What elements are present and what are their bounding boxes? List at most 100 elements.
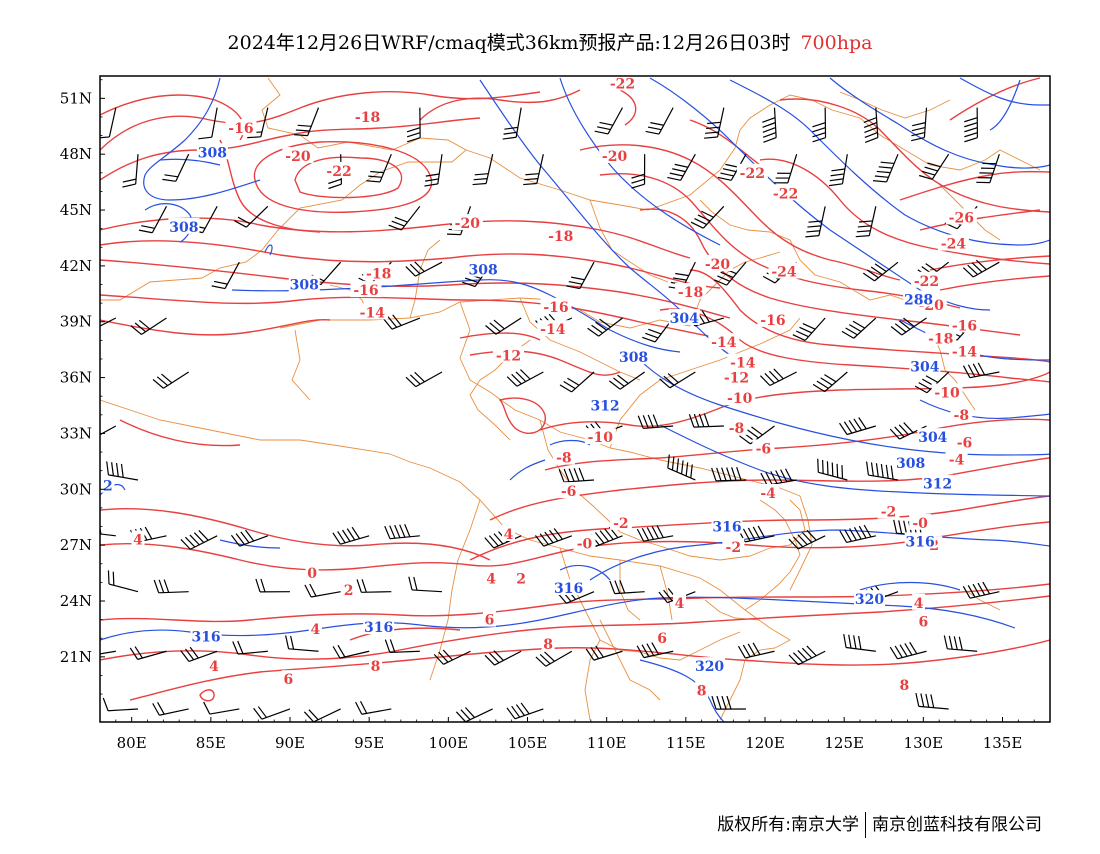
wind-barb xyxy=(760,369,796,386)
wind-barb xyxy=(108,570,138,591)
wind-barb xyxy=(409,577,442,592)
contour-label: -22 xyxy=(914,274,939,290)
wind-barb xyxy=(181,530,217,549)
wind-barb xyxy=(507,703,543,719)
contour-label: -22 xyxy=(740,166,765,182)
contour-label: -22 xyxy=(610,76,635,92)
contour-label: -6 xyxy=(957,436,973,452)
contour-label: -10 xyxy=(727,391,753,407)
wind-barb xyxy=(813,372,847,392)
contour-label: -20 xyxy=(285,149,311,165)
contour-label: 4 xyxy=(486,572,496,588)
contour-label: -18 xyxy=(366,266,391,282)
wind-barb xyxy=(738,643,774,658)
wind-barb xyxy=(805,206,825,237)
contour-label: 320 xyxy=(695,659,724,675)
wind-barb xyxy=(356,701,392,714)
contour-label: 304 xyxy=(918,430,947,446)
wind-barb xyxy=(406,372,442,387)
contour-label: 6 xyxy=(918,614,928,630)
wind-barb xyxy=(916,693,949,709)
contour-label: -20 xyxy=(602,149,628,165)
wind-barb xyxy=(122,154,138,187)
wind-barb xyxy=(646,108,674,134)
wind-barb xyxy=(154,580,188,593)
contour-label: 8 xyxy=(371,659,381,675)
contour-label: 316 xyxy=(554,581,583,597)
wind-barb xyxy=(486,318,522,334)
contour-label: -0 xyxy=(577,536,593,552)
contour-label: -0 xyxy=(912,516,928,532)
contour-label: 6 xyxy=(485,613,495,629)
wind-barb xyxy=(632,154,645,188)
wind-barb xyxy=(873,154,898,182)
contour-label: -24 xyxy=(771,264,797,280)
wind-barb xyxy=(559,468,594,482)
contour-label: 308 xyxy=(198,145,227,161)
contour-label: -22 xyxy=(773,186,798,202)
wind-barb xyxy=(842,318,876,338)
contour-label: -12 xyxy=(724,371,749,387)
contour-label: -22 xyxy=(326,164,351,180)
contour-label: -10 xyxy=(934,385,960,401)
contour-label: -2 xyxy=(613,516,629,532)
lat-tick-label: 48N xyxy=(60,145,92,163)
contour-label: 316 xyxy=(712,520,741,536)
lon-tick-label: 80E xyxy=(117,734,147,752)
map-frame xyxy=(100,76,1050,722)
wind-barb xyxy=(774,154,796,183)
wind-barb xyxy=(812,108,825,142)
contour-label: 320 xyxy=(855,592,884,608)
wind-barb xyxy=(919,154,949,179)
contour-label: -24 xyxy=(941,237,967,253)
contour-label: 312 xyxy=(590,399,619,415)
contour-label: -16 xyxy=(543,300,568,316)
lat-tick-label: 42N xyxy=(60,257,92,275)
contour-label: -12 xyxy=(496,348,521,364)
wind-barb xyxy=(864,108,878,143)
wind-barb xyxy=(689,414,723,427)
lon-tick-label: 105E xyxy=(508,734,548,752)
contour-label: -4 xyxy=(949,453,965,469)
wind-barb xyxy=(890,642,926,659)
contour-label: 304 xyxy=(910,359,939,375)
wind-barb xyxy=(963,363,999,378)
wind-barb xyxy=(536,651,572,666)
contour-label: 2 xyxy=(103,479,113,495)
lat-tick-label: 45N xyxy=(60,201,92,219)
lon-tick-label: 90E xyxy=(275,734,305,752)
contour-label: 308 xyxy=(896,456,925,472)
lon-tick-label: 95E xyxy=(354,734,384,752)
contour-label: -16 xyxy=(952,318,977,334)
contour-label: 4 xyxy=(133,533,143,549)
wind-barb xyxy=(304,709,340,722)
contour-label: 0 xyxy=(307,566,317,582)
wind-barb xyxy=(840,525,876,542)
wind-barb xyxy=(153,702,189,715)
wind-barb xyxy=(963,260,999,277)
wind-barb xyxy=(844,634,876,651)
wind-barb xyxy=(198,108,217,139)
lat-tick-label: 39N xyxy=(60,313,92,331)
contour-label: -2 xyxy=(881,505,897,521)
contour-label: -6 xyxy=(561,484,577,500)
wind-barb xyxy=(712,696,746,709)
lon-tick-label: 110E xyxy=(587,734,627,752)
geopotential-contours xyxy=(100,78,1050,722)
wind-barb xyxy=(637,526,673,542)
contour-label: 8 xyxy=(543,637,553,653)
wind-barb xyxy=(233,641,268,654)
contour-label: 304 xyxy=(670,311,699,327)
wind-barb xyxy=(333,527,369,544)
wind-barb xyxy=(507,370,543,387)
contour-label: -10 xyxy=(588,430,614,446)
wind-barb xyxy=(305,584,341,597)
contour-label: -16 xyxy=(228,121,253,137)
contour-label: -18 xyxy=(355,110,380,126)
wind-barb xyxy=(256,579,290,592)
height-labels: 3083083083083043083123083123043163163163… xyxy=(101,143,953,675)
contour-label: 8 xyxy=(697,683,707,699)
wind-barb xyxy=(535,528,571,546)
lon-tick-label: 115E xyxy=(666,734,706,752)
